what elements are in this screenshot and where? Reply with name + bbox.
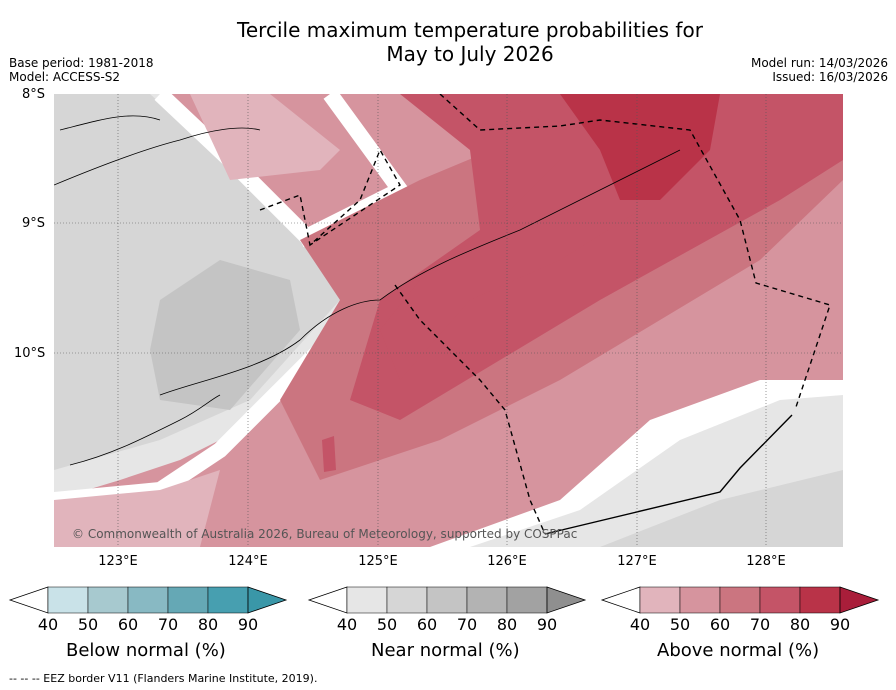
near-normal-60-70-region: [150, 260, 300, 410]
cb-below-swatch-2: [127, 586, 169, 614]
probability-field: [54, 94, 843, 547]
cb-near-tick-40: 40: [336, 615, 358, 634]
cb-above-tick-40: 40: [629, 615, 651, 634]
lon-label-124e: 124°E: [228, 554, 268, 569]
maritime-boundary: [544, 414, 793, 535]
cb-above-swatch-1: [679, 586, 721, 614]
cb-above-label: Above normal (%): [657, 640, 820, 661]
cb-near-swatch-0: [346, 586, 388, 614]
copyright-text: © Commonwealth of Australia 2026, Bureau…: [72, 527, 578, 541]
cb-near-label: Near normal (%): [371, 640, 520, 661]
near-normal-southeast-core: [600, 470, 843, 547]
cb-below-tick-60: 60: [117, 615, 139, 634]
model-run: Model run: 14/03/2026: [750, 56, 888, 70]
cb-near-tick-50: 50: [376, 615, 398, 634]
lon-label-123e: 123°E: [98, 554, 138, 569]
cb-above-swatch-2: [719, 586, 761, 614]
colorbars: [8, 586, 880, 614]
cb-below-right-arrow: [247, 586, 288, 614]
cb-below-left-arrow: [8, 586, 49, 614]
cb-near-tick-90: 90: [536, 615, 558, 634]
cb-near-tick-80: 80: [496, 615, 518, 634]
cb-above-swatch-0: [639, 586, 681, 614]
above-small-patch: [322, 436, 336, 472]
chart-title: Tercile maximum temperature probabilitie…: [0, 18, 896, 66]
above-40-50-southwest: [54, 470, 220, 547]
eez-border-north: [439, 94, 831, 411]
base-period: Base period: 1981-2018: [9, 56, 154, 70]
cb-above-tick-70: 70: [749, 615, 771, 634]
meta-right: Model run: 14/03/2026 Issued: 16/03/2026: [751, 56, 888, 84]
eez-footnote: -- -- -- EEZ border V11 (Flanders Marine…: [9, 672, 318, 685]
colorbar-near-normal: [307, 586, 587, 614]
colorbar-below-normal: [8, 586, 288, 614]
eez-border-oecusse: [259, 148, 401, 247]
above-70-80-region: [350, 94, 843, 420]
cb-above-tick-60: 60: [709, 615, 731, 634]
cb-below-swatch-3: [167, 586, 209, 614]
cb-above-tick-80: 80: [789, 615, 811, 634]
cb-above-tick-50: 50: [669, 615, 691, 634]
cb-near-swatch-1: [386, 586, 428, 614]
eez-border-south: [394, 284, 546, 535]
cb-below-label: Below normal (%): [66, 640, 226, 661]
cb-below-tick-80: 80: [197, 615, 219, 634]
gridlines: [54, 94, 843, 547]
cb-below-tick-70: 70: [157, 615, 179, 634]
above-40-50-north: [190, 94, 340, 180]
lon-label-128e: 128°E: [746, 554, 786, 569]
lat-label-8s: 8°S: [22, 87, 46, 102]
cb-near-tick-60: 60: [416, 615, 438, 634]
lat-label-9s: 9°S: [22, 216, 46, 231]
cb-above-tick-90: 90: [829, 615, 851, 634]
cb-near-swatch-3: [466, 586, 508, 614]
cb-near-swatch-2: [426, 586, 468, 614]
cb-near-tick-70: 70: [456, 615, 478, 634]
issued-date: Issued: 16/03/2026: [772, 70, 888, 84]
cb-above-swatch-4: [799, 586, 841, 614]
cb-below-tick-40: 40: [37, 615, 59, 634]
cb-above-right-arrow: [839, 586, 880, 614]
cb-near-left-arrow: [307, 586, 348, 614]
cb-above-swatch-3: [759, 586, 801, 614]
model-name: Model: ACCESS-S2: [9, 70, 121, 84]
cb-above-left-arrow: [600, 586, 641, 614]
title-line-2: May to July 2026: [386, 42, 554, 66]
cb-below-swatch-0: [47, 586, 89, 614]
colorbar-above-normal: [600, 586, 880, 614]
lat-label-10s: 10°S: [14, 346, 46, 361]
lon-label-126e: 126°E: [487, 554, 527, 569]
cb-near-right-arrow: [546, 586, 587, 614]
lon-label-125e: 125°E: [358, 554, 398, 569]
cb-below-swatch-1: [87, 586, 129, 614]
title-line-1: Tercile maximum temperature probabilitie…: [237, 18, 703, 42]
lon-label-127e: 127°E: [617, 554, 657, 569]
cb-below-tick-50: 50: [77, 615, 99, 634]
cb-below-swatch-4: [207, 586, 249, 614]
meta-left: Base period: 1981-2018 Model: ACCESS-S2: [9, 56, 154, 84]
coastline: [54, 115, 681, 466]
cb-below-tick-90: 90: [237, 615, 259, 634]
cb-near-swatch-4: [506, 586, 548, 614]
